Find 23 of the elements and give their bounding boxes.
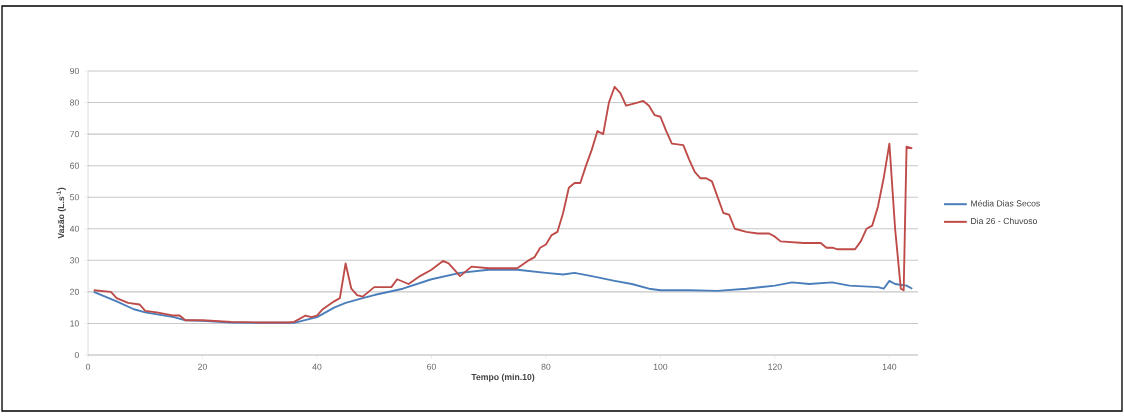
y-tick-label: 50 [70,194,79,201]
y-tick-label: 40 [69,225,79,232]
y-tick-label: 10 [70,320,79,327]
x-tick-label: 0 [85,363,91,370]
x-tick-label: 100 [653,363,668,370]
y-tick-label: 60 [70,162,79,169]
x-tick-label: 60 [427,363,436,370]
legend-label: Dia 26 - Chuvoso [971,217,1038,225]
x-tick-label: 80 [541,363,551,370]
x-tick-label: 120 [768,363,782,370]
y-tick-label: 20 [70,288,79,295]
y-tick-label: 90 [70,67,79,75]
y-tick-label: 0 [74,351,79,359]
x-tick-label: 40 [312,363,322,370]
x-axis-title: Tempo (min.10) [471,373,535,382]
y-tick-label: 70 [70,131,79,138]
y-tick-label: 30 [70,257,79,264]
legend-label: Média Dias Secos [971,200,1040,207]
y-tick-label: 80 [70,99,79,106]
line-series [92,268,914,324]
x-tick-label: 20 [198,363,207,370]
y-axis-title: Vazão (L.s$^{-1}$) [56,187,66,239]
x-tick-label: 140 [882,363,897,370]
